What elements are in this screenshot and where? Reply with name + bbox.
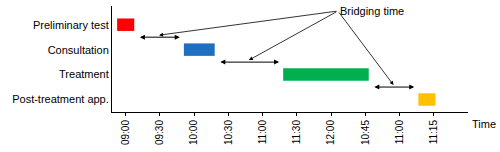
svg-text:11:00: 11:00 bbox=[257, 120, 268, 145]
svg-text:Post-treatment app.: Post-treatment app. bbox=[12, 93, 109, 105]
svg-text:10:30: 10:30 bbox=[223, 120, 234, 145]
svg-text:12:00: 12:00 bbox=[325, 120, 336, 145]
svg-text:10:00: 10:00 bbox=[188, 120, 199, 145]
svg-text:11:30: 11:30 bbox=[291, 120, 302, 145]
svg-text:Treatment: Treatment bbox=[59, 68, 109, 80]
svg-text:10:45: 10:45 bbox=[360, 120, 371, 145]
svg-text:11:00: 11:00 bbox=[394, 120, 405, 145]
svg-text:Preliminary test: Preliminary test bbox=[33, 19, 109, 31]
svg-text:11:15: 11:15 bbox=[428, 120, 439, 145]
svg-text:Consultation: Consultation bbox=[48, 44, 109, 56]
svg-text:Time: Time bbox=[472, 118, 496, 130]
svg-text:09:00: 09:00 bbox=[120, 120, 131, 145]
svg-text:Bridging time: Bridging time bbox=[340, 5, 404, 17]
svg-text:09:30: 09:30 bbox=[154, 120, 165, 145]
